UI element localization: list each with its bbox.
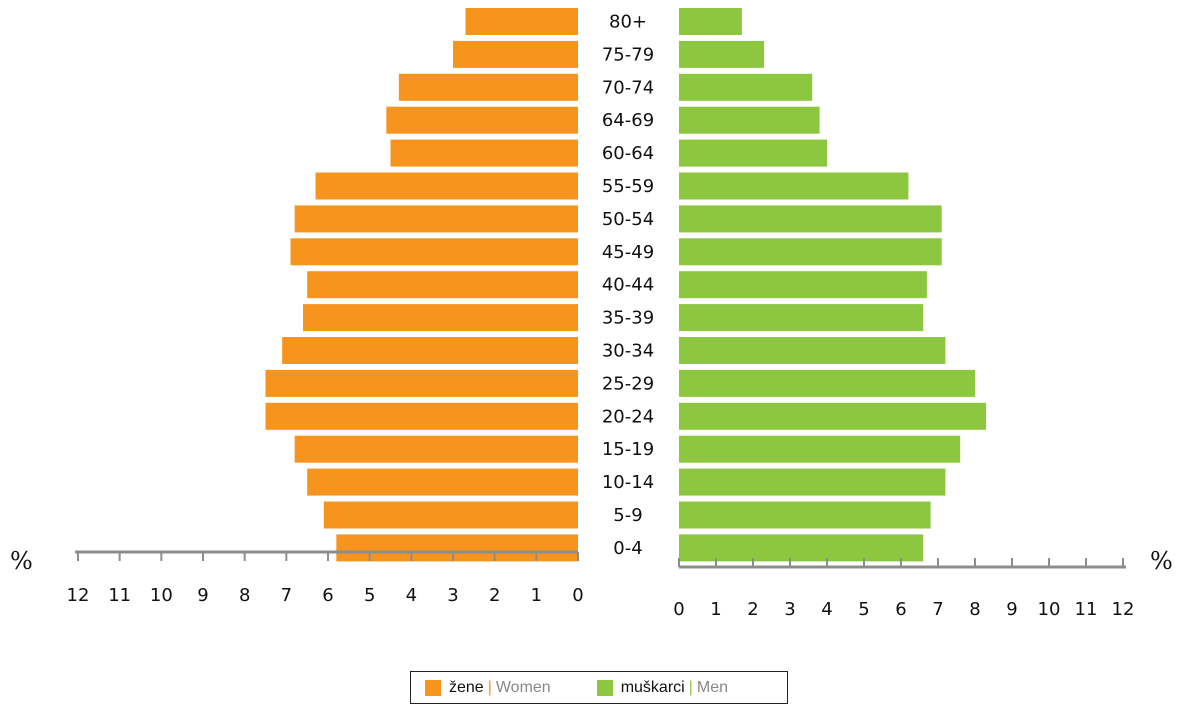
legend-swatch-women — [425, 679, 441, 696]
right-axis-tick-label-1: 1 — [710, 599, 721, 620]
right-x-axis: 0 1 2 3 4 5 6 7 8 9 10 11 12 — [673, 558, 1134, 620]
legend-separator-women: | — [487, 678, 492, 696]
left-axis-tick-label-11: 11 — [108, 585, 131, 606]
left-x-axis: 12 11 10 9 8 7 6 5 4 3 2 1 0 — [67, 550, 584, 606]
men-bar-20-24 — [679, 402, 987, 430]
women-bar-5-9 — [323, 501, 578, 529]
left-axis-unit-label: % — [10, 547, 33, 575]
right-axis-tick-label-6: 6 — [895, 599, 906, 620]
men-bar-15-19 — [679, 435, 961, 463]
age-group-label-50-54: 50-54 — [602, 209, 654, 230]
right-axis-tick-label-12: 12 — [1112, 599, 1135, 620]
women-bar-45-49 — [290, 238, 578, 266]
age-group-label-70-74: 70-74 — [602, 77, 654, 98]
men-bar-80+ — [679, 8, 742, 35]
men-bars — [679, 8, 987, 562]
chart-legend: žene | Women muškarci | Men — [410, 671, 788, 704]
left-axis-tick-label-8: 8 — [239, 585, 250, 606]
left-axis-tick-label-0: 0 — [572, 585, 583, 606]
women-bar-15-19 — [294, 435, 578, 463]
women-bar-55-59 — [315, 172, 578, 200]
men-bar-5-9 — [679, 501, 931, 529]
age-group-label-45-49: 45-49 — [602, 242, 654, 263]
legend-label-women-local: žene — [449, 678, 484, 696]
left-axis-tick-label-12: 12 — [67, 585, 90, 606]
right-axis-tick-label-3: 3 — [784, 599, 795, 620]
legend-item-men: muškarci | Men — [596, 678, 728, 697]
age-group-label-0-4: 0-4 — [613, 538, 642, 559]
left-axis-tick-label-1: 1 — [531, 585, 542, 606]
men-bar-70-74 — [679, 73, 813, 101]
legend-label-men-en: Men — [696, 678, 728, 696]
right-axis-tick-label-4: 4 — [821, 599, 832, 620]
women-bar-70-74 — [398, 73, 578, 101]
men-bar-64-69 — [679, 106, 820, 134]
population-pyramid-chart: 80+75-7970-7464-6960-6455-5950-5445-4940… — [10, 8, 1173, 620]
women-bar-35-39 — [303, 304, 578, 332]
age-group-label-60-64: 60-64 — [602, 143, 654, 164]
men-bar-75-79 — [679, 40, 765, 68]
men-bar-0-4 — [679, 534, 924, 562]
right-axis-tick-label-2: 2 — [747, 599, 758, 620]
men-bar-40-44 — [679, 271, 927, 299]
left-axis-tick-label-4: 4 — [406, 585, 417, 606]
women-bar-25-29 — [265, 369, 578, 397]
right-axis-tick-label-10: 10 — [1038, 599, 1061, 620]
women-bar-50-54 — [294, 205, 578, 233]
men-bar-50-54 — [679, 205, 942, 233]
women-bar-60-64 — [390, 139, 578, 167]
legend-swatch-men — [596, 679, 613, 696]
men-bar-25-29 — [679, 369, 975, 397]
age-group-label-5-9: 5-9 — [613, 505, 642, 526]
age-group-label-30-34: 30-34 — [602, 341, 654, 362]
women-bars — [265, 8, 578, 562]
men-bar-35-39 — [679, 304, 924, 332]
women-bar-10-14 — [307, 468, 578, 496]
age-group-label-75-79: 75-79 — [602, 44, 654, 65]
age-group-label-40-44: 40-44 — [602, 275, 654, 296]
left-axis-tick-label-6: 6 — [322, 585, 333, 606]
age-group-label-20-24: 20-24 — [602, 406, 654, 427]
women-bar-20-24 — [265, 402, 578, 430]
age-group-label-80+: 80+ — [609, 12, 647, 33]
age-group-labels: 80+ 75-79 70-74 64-69 60-64 55-59 50-54 45-49 40… — [602, 12, 654, 559]
legend-label-women-en: Women — [495, 678, 551, 696]
right-axis-unit-label: % — [1150, 547, 1173, 575]
age-group-label-55-59: 55-59 — [602, 176, 654, 197]
right-axis-tick-label-11: 11 — [1075, 599, 1098, 620]
men-bar-10-14 — [679, 468, 946, 496]
women-bar-64-69 — [386, 106, 578, 134]
legend-separator-men: | — [688, 678, 693, 696]
women-bar-75-79 — [453, 40, 578, 68]
legend-item-women: žene | Women — [425, 679, 551, 697]
women-bar-0-4 — [336, 534, 578, 562]
men-bar-60-64 — [679, 139, 827, 167]
age-group-label-64-69: 64-69 — [602, 110, 654, 131]
men-bar-30-34 — [679, 337, 946, 364]
age-group-label-10-14: 10-14 — [602, 472, 654, 493]
left-axis-tick-label-2: 2 — [489, 585, 500, 606]
age-group-label-35-39: 35-39 — [602, 308, 654, 329]
right-axis-tick-label-0: 0 — [673, 599, 684, 620]
right-axis-tick-label-8: 8 — [969, 599, 980, 620]
age-group-label-15-19: 15-19 — [602, 439, 654, 460]
legend-label-men-local: muškarci — [620, 678, 685, 696]
women-bar-30-34 — [282, 337, 578, 364]
right-axis-tick-label-5: 5 — [858, 599, 869, 620]
age-group-label-25-29: 25-29 — [602, 373, 654, 394]
women-bar-80+ — [465, 8, 578, 35]
right-axis-tick-label-9: 9 — [1006, 599, 1017, 620]
men-bar-45-49 — [679, 238, 942, 266]
left-axis-tick-label-10: 10 — [150, 585, 173, 606]
men-bar-55-59 — [679, 172, 909, 200]
left-axis-tick-label-3: 3 — [447, 585, 458, 606]
left-axis-tick-label-7: 7 — [281, 585, 292, 606]
left-axis-tick-label-5: 5 — [364, 585, 375, 606]
right-axis-tick-label-7: 7 — [932, 599, 943, 620]
left-axis-tick-label-9: 9 — [197, 585, 208, 606]
women-bar-40-44 — [307, 271, 578, 299]
